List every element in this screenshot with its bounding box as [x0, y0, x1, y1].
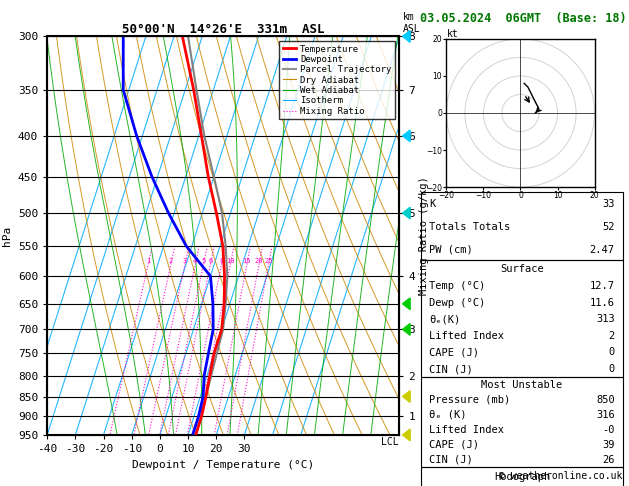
Y-axis label: hPa: hPa: [3, 226, 13, 246]
Text: Most Unstable: Most Unstable: [481, 380, 563, 390]
Text: 5: 5: [201, 259, 206, 264]
Text: 03.05.2024  06GMT  (Base: 18): 03.05.2024 06GMT (Base: 18): [420, 12, 627, 25]
Text: Hodograph: Hodograph: [494, 472, 550, 482]
Text: Lifted Index: Lifted Index: [430, 331, 504, 341]
Text: CAPE (J): CAPE (J): [430, 347, 479, 358]
Text: 33: 33: [602, 199, 615, 209]
Text: θₑ(K): θₑ(K): [430, 314, 460, 324]
Text: 1: 1: [146, 259, 150, 264]
Text: 20: 20: [255, 259, 264, 264]
Legend: Temperature, Dewpoint, Parcel Trajectory, Dry Adiabat, Wet Adiabat, Isotherm, Mi: Temperature, Dewpoint, Parcel Trajectory…: [279, 41, 395, 119]
Text: PW (cm): PW (cm): [430, 245, 473, 255]
Text: 0: 0: [608, 364, 615, 374]
Text: 26: 26: [602, 455, 615, 465]
Text: Dewp (°C): Dewp (°C): [430, 297, 486, 308]
Text: Temp (°C): Temp (°C): [430, 281, 486, 291]
Text: kt: kt: [447, 29, 458, 39]
Text: 2.47: 2.47: [589, 245, 615, 255]
Text: 12.7: 12.7: [589, 281, 615, 291]
X-axis label: Dewpoint / Temperature (°C): Dewpoint / Temperature (°C): [132, 460, 314, 469]
Text: 39: 39: [602, 440, 615, 450]
Text: 52: 52: [602, 222, 615, 232]
Y-axis label: Mixing Ratio (g/kg): Mixing Ratio (g/kg): [420, 176, 430, 295]
Text: 6: 6: [208, 259, 213, 264]
Text: 3: 3: [183, 259, 187, 264]
Text: 4: 4: [193, 259, 198, 264]
Text: 0: 0: [608, 347, 615, 358]
Text: Surface: Surface: [500, 264, 544, 274]
Text: 850: 850: [596, 395, 615, 405]
Text: K: K: [430, 199, 436, 209]
Text: 2: 2: [608, 331, 615, 341]
Text: 10: 10: [226, 259, 235, 264]
Text: 2: 2: [169, 259, 173, 264]
Text: Lifted Index: Lifted Index: [430, 425, 504, 435]
Text: 25: 25: [264, 259, 273, 264]
Text: 8: 8: [220, 259, 224, 264]
Text: CAPE (J): CAPE (J): [430, 440, 479, 450]
Text: 316: 316: [596, 410, 615, 420]
Text: θₑ (K): θₑ (K): [430, 410, 467, 420]
Text: Totals Totals: Totals Totals: [430, 222, 511, 232]
Text: CIN (J): CIN (J): [430, 364, 473, 374]
Text: 11.6: 11.6: [589, 297, 615, 308]
Text: km
ASL: km ASL: [403, 13, 420, 34]
Text: 313: 313: [596, 314, 615, 324]
Title: 50°00'N  14°26'E  331m  ASL: 50°00'N 14°26'E 331m ASL: [122, 23, 325, 36]
Text: 15: 15: [243, 259, 251, 264]
Text: Pressure (mb): Pressure (mb): [430, 395, 511, 405]
Text: CIN (J): CIN (J): [430, 455, 473, 465]
Text: © weatheronline.co.uk: © weatheronline.co.uk: [499, 471, 623, 481]
Text: LCL: LCL: [381, 437, 398, 448]
Text: -0: -0: [602, 425, 615, 435]
